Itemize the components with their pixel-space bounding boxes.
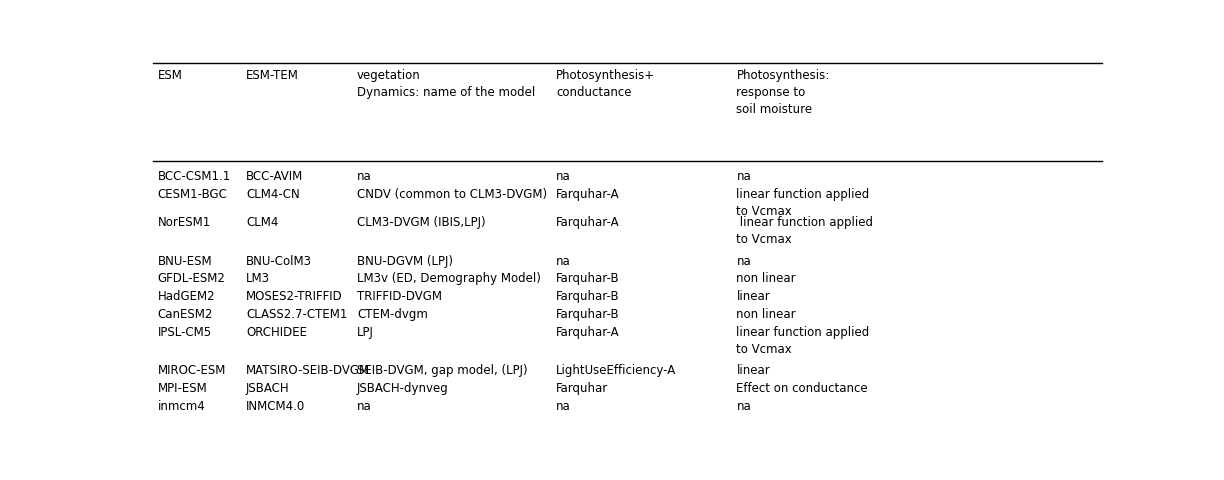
Text: Farquhar-B: Farquhar-B [556,272,619,285]
Text: TRIFFID-DVGM: TRIFFID-DVGM [357,290,442,303]
Text: BCC-CSM1.1: BCC-CSM1.1 [158,170,231,183]
Text: MOSES2-TRIFFID: MOSES2-TRIFFID [246,290,343,303]
Text: JSBACH: JSBACH [246,382,290,395]
Text: Farquhar-A: Farquhar-A [556,325,619,338]
Text: CLM3-DVGM (IBIS,LPJ): CLM3-DVGM (IBIS,LPJ) [357,216,486,229]
Text: CLM4: CLM4 [246,216,278,229]
Text: non linear: non linear [737,308,796,321]
Text: linear function applied
to Vcmax: linear function applied to Vcmax [737,216,874,246]
Text: BNU-ESM: BNU-ESM [158,254,213,267]
Text: LightUseEfficiency-A: LightUseEfficiency-A [556,364,677,377]
Text: Farquhar-A: Farquhar-A [556,216,619,229]
Text: inmcm4: inmcm4 [158,400,206,413]
Text: LM3v (ED, Demography Model): LM3v (ED, Demography Model) [357,272,541,285]
Text: CLM4-CN: CLM4-CN [246,188,300,201]
Text: linear: linear [737,290,770,303]
Text: vegetation
Dynamics: name of the model: vegetation Dynamics: name of the model [357,69,535,99]
Text: BCC-AVIM: BCC-AVIM [246,170,304,183]
Text: ESM-TEM: ESM-TEM [246,69,299,82]
Text: ORCHIDEE: ORCHIDEE [246,325,307,338]
Text: na: na [556,400,570,413]
Text: Farquhar-B: Farquhar-B [556,290,619,303]
Text: na: na [556,254,570,267]
Text: NorESM1: NorESM1 [158,216,211,229]
Text: CLASS2.7-CTEM1: CLASS2.7-CTEM1 [246,308,348,321]
Text: linear: linear [737,364,770,377]
Text: CTEM-dvgm: CTEM-dvgm [357,308,428,321]
Text: MPI-ESM: MPI-ESM [158,382,208,395]
Text: Photosynthesis:
response to
soil moisture: Photosynthesis: response to soil moistur… [737,69,830,116]
Text: BNU-DGVM (LPJ): BNU-DGVM (LPJ) [357,254,453,267]
Text: Farquhar-A: Farquhar-A [556,188,619,201]
Text: HadGEM2: HadGEM2 [158,290,215,303]
Text: linear function applied
to Vcmax: linear function applied to Vcmax [737,325,869,356]
Text: JSBACH-dynveg: JSBACH-dynveg [357,382,449,395]
Text: Photosynthesis+
conductance: Photosynthesis+ conductance [556,69,655,99]
Text: linear function applied
to Vcmax: linear function applied to Vcmax [737,188,869,218]
Text: Farquhar: Farquhar [556,382,608,395]
Text: MATSIRO-SEIB-DVGM: MATSIRO-SEIB-DVGM [246,364,370,377]
Text: IPSL-CM5: IPSL-CM5 [158,325,212,338]
Text: na: na [357,400,372,413]
Text: CESM1-BGC: CESM1-BGC [158,188,228,201]
Text: Effect on conductance: Effect on conductance [737,382,868,395]
Text: non linear: non linear [737,272,796,285]
Text: LPJ: LPJ [357,325,373,338]
Text: na: na [357,170,372,183]
Text: ESM: ESM [158,69,182,82]
Text: INMCM4.0: INMCM4.0 [246,400,305,413]
Text: na: na [556,170,570,183]
Text: Farquhar-B: Farquhar-B [556,308,619,321]
Text: na: na [737,254,752,267]
Text: na: na [737,170,752,183]
Text: MIROC-ESM: MIROC-ESM [158,364,226,377]
Text: CanESM2: CanESM2 [158,308,213,321]
Text: GFDL-ESM2: GFDL-ESM2 [158,272,225,285]
Text: BNU-ColM3: BNU-ColM3 [246,254,312,267]
Text: na: na [737,400,752,413]
Text: SEIB-DVGM, gap model, (LPJ): SEIB-DVGM, gap model, (LPJ) [357,364,528,377]
Text: CNDV (common to CLM3-DVGM): CNDV (common to CLM3-DVGM) [357,188,547,201]
Text: LM3: LM3 [246,272,271,285]
